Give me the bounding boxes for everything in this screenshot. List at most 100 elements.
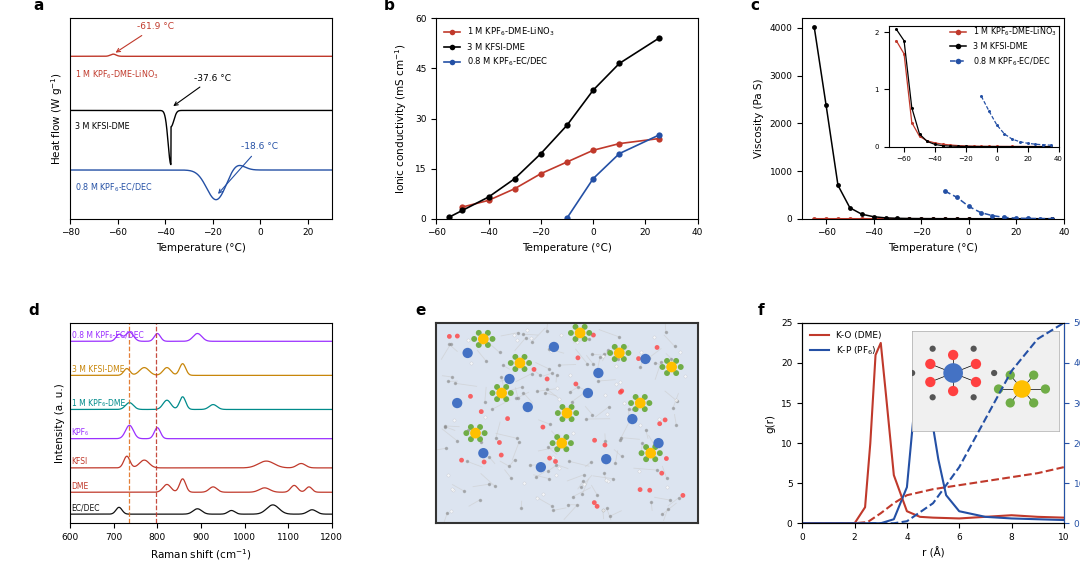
Point xyxy=(488,394,505,404)
Point xyxy=(492,389,510,398)
Text: f: f xyxy=(758,303,765,318)
X-axis label: Temperature (°C): Temperature (°C) xyxy=(156,243,246,253)
Point xyxy=(444,486,461,495)
Point xyxy=(567,380,584,389)
Point xyxy=(569,353,586,362)
Point xyxy=(633,448,650,458)
Point xyxy=(472,435,489,444)
X-axis label: r (Å): r (Å) xyxy=(921,547,944,559)
Text: 1 M KPF$_6$-DME-LiNO$_3$: 1 M KPF$_6$-DME-LiNO$_3$ xyxy=(75,68,159,80)
Point xyxy=(550,408,567,417)
Point xyxy=(624,415,642,424)
Point xyxy=(579,389,596,398)
Point xyxy=(550,463,567,472)
Text: KPF₆: KPF₆ xyxy=(71,428,89,437)
Text: KFSI: KFSI xyxy=(71,458,87,466)
Point xyxy=(499,414,516,423)
Point xyxy=(667,396,685,405)
Point xyxy=(651,419,669,428)
Point xyxy=(633,348,650,357)
Point xyxy=(632,398,649,408)
Point xyxy=(627,392,645,401)
Point xyxy=(460,335,477,344)
Point xyxy=(597,391,615,400)
Point xyxy=(674,491,691,500)
Point xyxy=(650,439,667,448)
Text: d: d xyxy=(28,303,39,318)
Point xyxy=(441,332,458,341)
Point xyxy=(507,352,524,362)
Point xyxy=(498,394,515,404)
Point xyxy=(459,348,476,358)
Point xyxy=(613,386,631,396)
Point xyxy=(545,342,563,351)
Point xyxy=(521,358,538,367)
Point xyxy=(575,480,592,489)
Point xyxy=(595,351,612,360)
Point xyxy=(647,455,664,464)
Text: 3 M KFSI-DME: 3 M KFSI-DME xyxy=(75,122,130,131)
Point xyxy=(653,469,671,478)
Point xyxy=(636,405,653,414)
Point xyxy=(530,466,548,475)
Point xyxy=(502,389,519,398)
Point xyxy=(585,498,603,507)
Point xyxy=(598,409,616,419)
Y-axis label: Viscosity (Pa S): Viscosity (Pa S) xyxy=(754,79,764,158)
Point xyxy=(548,444,565,453)
Point xyxy=(608,380,625,389)
Point xyxy=(616,354,633,363)
Point xyxy=(523,333,540,342)
Point xyxy=(637,354,654,363)
Text: e: e xyxy=(416,303,426,318)
Point xyxy=(557,432,575,442)
Point xyxy=(544,439,562,448)
Point xyxy=(458,428,475,438)
Text: 1 M KPF₆-DME: 1 M KPF₆-DME xyxy=(71,399,125,408)
Point xyxy=(576,322,593,331)
Point xyxy=(554,402,571,412)
Point xyxy=(541,454,558,463)
Point xyxy=(642,486,659,495)
Point xyxy=(659,369,676,378)
Point xyxy=(637,442,654,451)
Point xyxy=(561,370,578,380)
Point xyxy=(632,485,649,494)
Point xyxy=(528,493,545,503)
Point xyxy=(576,335,593,344)
Point xyxy=(525,365,542,374)
Point xyxy=(563,415,580,424)
Point xyxy=(616,398,633,408)
Point xyxy=(490,438,508,447)
Point xyxy=(607,361,624,370)
Point xyxy=(448,331,465,340)
Point xyxy=(636,392,653,401)
Point xyxy=(557,444,575,454)
Point xyxy=(581,328,598,338)
Point xyxy=(667,356,685,366)
Point xyxy=(462,359,480,368)
Point xyxy=(542,346,559,355)
Point xyxy=(651,415,669,424)
Point xyxy=(554,415,571,424)
Text: DME: DME xyxy=(71,482,89,491)
Point xyxy=(630,354,647,363)
Y-axis label: g(r): g(r) xyxy=(766,413,775,432)
Point xyxy=(590,369,607,378)
Point xyxy=(620,348,637,358)
Point xyxy=(597,455,615,464)
Point xyxy=(488,382,505,392)
Point xyxy=(476,428,494,438)
Point xyxy=(509,335,526,344)
Point xyxy=(622,398,639,408)
Point xyxy=(544,453,562,462)
Point xyxy=(546,457,564,466)
Point xyxy=(552,331,569,340)
Point xyxy=(658,454,675,463)
Point xyxy=(667,369,685,378)
Y-axis label: Ionic conductivity (mS cm$^{-1}$): Ionic conductivity (mS cm$^{-1}$) xyxy=(394,43,409,194)
Point xyxy=(672,347,689,356)
Point xyxy=(462,392,480,401)
Point xyxy=(551,395,568,404)
Text: -61.9 °C: -61.9 °C xyxy=(117,22,174,52)
